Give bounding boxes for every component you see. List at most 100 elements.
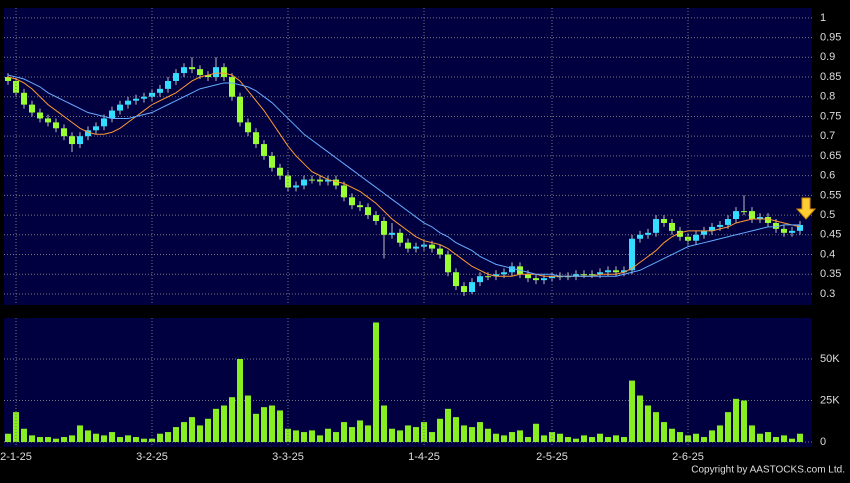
volume-bar (365, 425, 371, 443)
volume-bar (93, 433, 99, 443)
volume-bar (621, 437, 627, 443)
volume-bar (741, 400, 747, 443)
y-tick-label: 0.45 (820, 229, 841, 241)
volume-bar (573, 438, 579, 443)
volume-bar (525, 437, 531, 443)
volume-bar (269, 405, 275, 443)
volume-bar (701, 437, 707, 443)
volume-bar (773, 437, 779, 443)
volume-bar (77, 425, 83, 443)
volume-bar (125, 435, 131, 443)
volume-bar (301, 432, 307, 443)
volume-bar (725, 412, 731, 443)
volume-bar (709, 430, 715, 443)
candle-body (613, 270, 619, 273)
candle-body (685, 236, 691, 241)
candle-body (125, 100, 131, 105)
volume-bar (493, 433, 499, 443)
candle-body (61, 128, 67, 137)
volume-bar (717, 425, 723, 443)
candle-body (85, 130, 91, 137)
candle-body (181, 67, 187, 74)
volume-bar (53, 438, 59, 443)
candle-body (149, 92, 155, 97)
volume-bar (477, 422, 483, 443)
y-tick-label: 0.5 (820, 209, 835, 221)
volume-bar (389, 428, 395, 443)
volume-bar (61, 437, 67, 443)
candle-body (509, 266, 515, 273)
volume-bar (605, 437, 611, 443)
volume-bar (29, 435, 35, 443)
candle-body (629, 238, 635, 271)
volume-bar (565, 437, 571, 443)
candle-body (605, 270, 611, 273)
volume-bar (173, 427, 179, 443)
candle-body (221, 67, 227, 78)
volume-bar (45, 437, 51, 443)
y-tick-label: 0.7 (820, 130, 835, 142)
candle-body (293, 185, 299, 188)
volume-bar (117, 437, 123, 443)
volume-bar (669, 428, 675, 443)
candle-body (165, 80, 171, 89)
candle-body (541, 278, 547, 281)
volume-bar (597, 433, 603, 443)
volume-bar (397, 430, 403, 443)
volume-bar (141, 438, 147, 443)
candle-body (453, 272, 459, 287)
volume-bar (37, 437, 43, 443)
volume-bar (661, 422, 667, 443)
volume-bar (13, 412, 19, 443)
candle-body (261, 144, 267, 156)
candle-body (21, 92, 27, 105)
copyright: Copyright by AASTOCKS.com Ltd. (691, 465, 845, 476)
volume-bar (429, 432, 435, 443)
volume-bar (405, 425, 411, 443)
volume-bar (101, 435, 107, 443)
price-panel (4, 8, 812, 305)
candle-body (573, 274, 579, 277)
volume-bar (549, 432, 555, 443)
y-tick-label: 0.4 (820, 248, 835, 260)
volume-bar (5, 433, 11, 443)
volume-bar (749, 425, 755, 443)
volume-bar (757, 433, 763, 443)
volume-bar (381, 405, 387, 443)
candle-body (493, 274, 499, 277)
candle-body (501, 272, 507, 275)
volume-bar (677, 432, 683, 443)
candle-body (29, 104, 35, 113)
volume-bar (109, 432, 115, 443)
y-tick-label: 0.9 (820, 51, 835, 63)
volume-bar (485, 428, 491, 443)
candle-body (749, 211, 755, 220)
candle-body (189, 67, 195, 70)
volume-bar (581, 435, 587, 443)
candle-body (53, 122, 59, 129)
candle-body (741, 211, 747, 213)
candle-body (117, 104, 123, 111)
candle-body (325, 179, 331, 182)
candle-body (237, 96, 243, 123)
x-tick-label: 1-4-25 (408, 451, 440, 463)
candle-body (45, 118, 51, 123)
candle-body (397, 232, 403, 243)
volume-bar (533, 423, 539, 443)
candle-body (229, 77, 235, 97)
volume-bar (133, 437, 139, 443)
x-tick-label: 2-1-25 (0, 451, 32, 463)
y-tick-label: 0 (820, 436, 826, 448)
last-price-arrow (795, 197, 817, 220)
candle-body (349, 197, 355, 206)
candle-body (461, 286, 467, 292)
y-tick-label: 1 (820, 12, 826, 24)
candle-body (133, 98, 139, 101)
candle-body (717, 224, 723, 227)
candle-body (533, 278, 539, 281)
candle-body (757, 217, 763, 220)
candle-body (477, 276, 483, 283)
candle-body (637, 234, 643, 239)
volume-bar (589, 437, 595, 443)
